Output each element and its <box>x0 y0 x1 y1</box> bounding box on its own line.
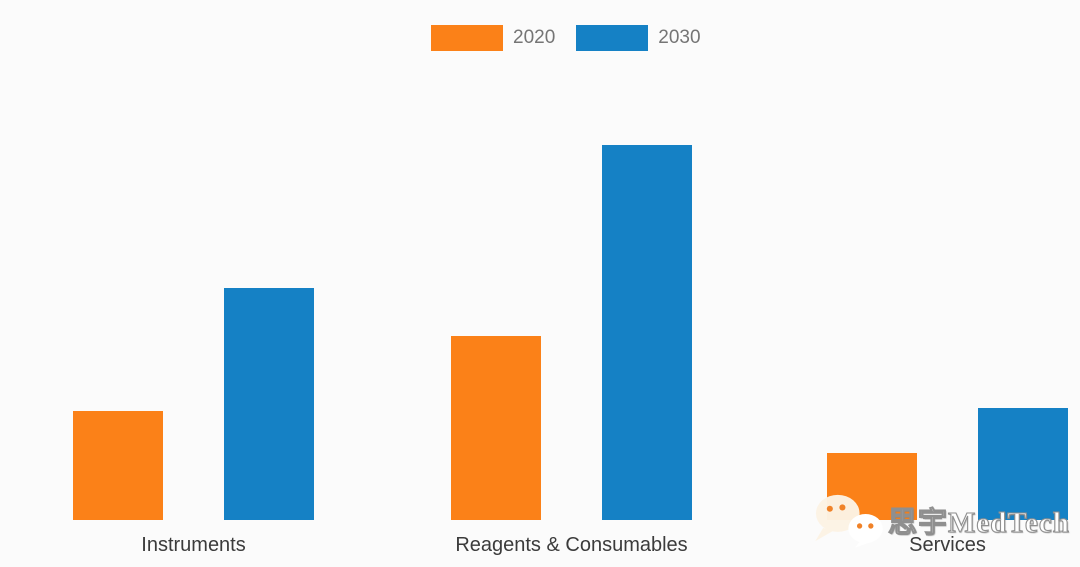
legend-label-2020: 2020 <box>513 27 556 48</box>
watermark-text: 思宇MedTech <box>887 506 1070 539</box>
bar-group-services: Services <box>827 145 1068 556</box>
bar-instruments-2030 <box>224 287 314 520</box>
legend-label-2030: 2030 <box>658 27 701 48</box>
watermark: 思宇MedTech <box>810 492 1070 548</box>
chart-legend: 2020 2030 <box>431 25 701 51</box>
legend-swatch-2020 <box>431 25 503 51</box>
legend-item-2030: 2030 <box>576 25 701 51</box>
wechat-icon <box>815 494 883 548</box>
category-label-instruments: Instruments <box>141 534 246 556</box>
bar-reagents-consumables-2020 <box>451 336 541 520</box>
bar-group-reagents-consumables: Reagents & Consumables <box>451 145 692 556</box>
bar-reagents-consumables-2030 <box>602 145 692 520</box>
category-label-reagents-consumables: Reagents & Consumables <box>455 534 688 556</box>
bar-instruments-2020 <box>73 411 163 520</box>
bar-group-instruments: Instruments <box>73 145 314 556</box>
bar-services-2030 <box>978 407 1068 520</box>
legend-item-2020: 2020 <box>431 25 555 51</box>
legend-swatch-2030 <box>576 25 649 51</box>
category-label-services: Services <box>909 534 986 556</box>
